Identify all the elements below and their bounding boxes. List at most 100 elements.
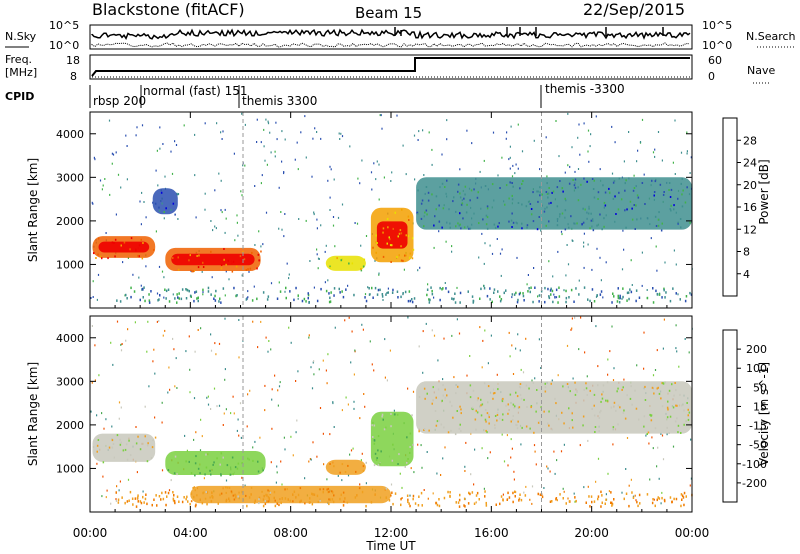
- scatter-point: [663, 318, 665, 321]
- ground-scatter-point: [339, 291, 341, 294]
- ground-scatter-point: [431, 289, 433, 293]
- echo-speckle: [194, 474, 196, 477]
- echo-speckle: [594, 426, 597, 428]
- echo-speckle: [380, 450, 382, 453]
- echo-speckle: [460, 412, 462, 415]
- echo-speckle: [601, 397, 604, 400]
- ground-scatter-point: [508, 496, 511, 499]
- scatter-point: [92, 296, 94, 298]
- scatter-point: [193, 397, 196, 400]
- scatter-point: [157, 184, 159, 187]
- scatter-point: [327, 179, 329, 182]
- scatter-point: [508, 331, 510, 334]
- echo-speckle: [394, 413, 396, 416]
- scatter-point: [210, 220, 212, 222]
- scatter-point: [295, 380, 297, 382]
- scatter-point: [155, 169, 157, 172]
- scatter-point: [595, 325, 597, 328]
- echo-speckle: [396, 256, 398, 259]
- scatter-point: [641, 251, 643, 254]
- scatter-point: [233, 152, 235, 155]
- scatter-point: [280, 211, 282, 213]
- ground-scatter-point: [166, 495, 168, 498]
- echo-speckle: [667, 400, 669, 403]
- ground-scatter-point: [630, 290, 633, 294]
- echo-speckle: [437, 388, 440, 391]
- echo-speckle: [512, 221, 515, 224]
- scatter-point: [533, 139, 535, 142]
- scatter-point: [510, 125, 512, 128]
- colorbar-tick-label: 4: [743, 268, 750, 281]
- echo-speckle: [365, 461, 367, 464]
- colorbar-tick-label: 8: [743, 246, 750, 259]
- echo-speckle: [501, 400, 504, 403]
- scatter-point: [438, 230, 440, 233]
- echo-region: [190, 485, 391, 504]
- scatter-point: [316, 227, 318, 230]
- scatter-point: [545, 136, 547, 139]
- scatter-point: [318, 368, 320, 371]
- echo-speckle: [412, 237, 414, 240]
- echo-speckle: [624, 189, 626, 192]
- scatter-point: [90, 410, 92, 413]
- ground-scatter-point: [256, 297, 258, 301]
- echo-speckle: [459, 192, 461, 195]
- echo-speckle: [600, 400, 602, 403]
- ground-scatter-point: [583, 286, 586, 289]
- ground-scatter-point: [658, 293, 661, 296]
- echo-region: [370, 411, 414, 467]
- echo-speckle: [438, 204, 440, 207]
- echo-speckle: [544, 382, 546, 385]
- scatter-point: [348, 316, 350, 319]
- ground-scatter-point: [311, 502, 314, 506]
- scatter-point: [313, 373, 315, 376]
- scatter-point: [459, 168, 461, 171]
- scatter-point: [522, 371, 525, 374]
- echo-speckle: [326, 488, 328, 491]
- scatter-point: [674, 173, 676, 175]
- scatter-point: [194, 174, 196, 177]
- echo-speckle: [220, 492, 223, 495]
- power-colorbar-label: Power [dB]: [757, 159, 771, 224]
- echo-speckle: [375, 459, 378, 461]
- scatter-point: [637, 149, 639, 152]
- ground-scatter-point: [654, 504, 656, 508]
- ground-scatter-point: [409, 299, 412, 303]
- echo-speckle: [623, 409, 625, 412]
- ground-scatter-point: [264, 502, 267, 506]
- echo-speckle: [532, 381, 535, 384]
- echo-speckle: [626, 208, 628, 211]
- echo-speckle: [119, 443, 122, 446]
- scatter-point: [164, 329, 166, 332]
- ground-scatter-point: [665, 291, 667, 294]
- ground-scatter-point: [502, 499, 504, 502]
- ground-scatter-point: [145, 493, 147, 496]
- echo-speckle: [469, 384, 472, 387]
- ground-scatter-point: [180, 297, 183, 301]
- echo-speckle: [590, 219, 593, 222]
- echo-speckle: [649, 413, 651, 416]
- scatter-point: [111, 162, 113, 165]
- scatter-point: [309, 260, 311, 262]
- scatter-point: [473, 483, 475, 486]
- echo-speckle: [433, 224, 435, 227]
- ground-scatter-point: [513, 293, 516, 296]
- scatter-point: [244, 123, 246, 126]
- ground-scatter-point: [505, 289, 507, 292]
- scatter-point: [661, 491, 663, 494]
- scatter-point: [252, 320, 254, 323]
- scatter-point: [313, 286, 315, 289]
- echo-speckle: [462, 217, 464, 220]
- echo-speckle: [498, 222, 500, 225]
- ground-scatter-point: [172, 491, 174, 494]
- scatter-point: [499, 252, 502, 255]
- ground-scatter-point: [342, 295, 345, 299]
- scatter-point: [311, 175, 313, 178]
- scatter-point: [442, 378, 444, 381]
- echo-speckle: [509, 181, 511, 184]
- scatter-point: [168, 489, 171, 492]
- ground-scatter-point: [176, 293, 178, 296]
- echo-speckle: [525, 425, 528, 428]
- scatter-point: [359, 417, 361, 420]
